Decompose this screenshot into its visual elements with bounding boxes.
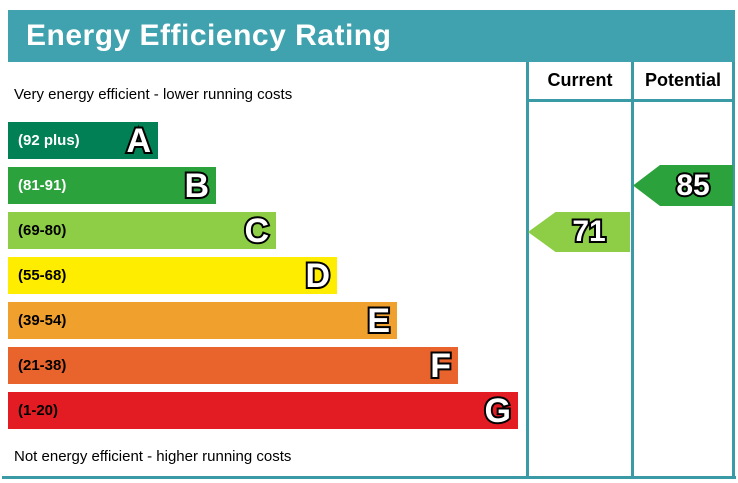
band-b: (81-91) B xyxy=(8,166,216,205)
header-separator-line xyxy=(526,99,735,102)
band-g-letter: G xyxy=(483,391,514,430)
band-e-letter: E xyxy=(365,301,392,340)
band-b-range: (81-91) xyxy=(18,177,67,194)
column-divider-right xyxy=(732,62,735,478)
band-f: (21-38) F xyxy=(8,346,458,385)
band-d: (55-68) D xyxy=(8,256,337,295)
band-g-range: (1-20) xyxy=(18,402,59,419)
potential-column-header: Potential xyxy=(644,70,721,90)
rating-bands: (92 plus) A (81-91) B (69-80) C (55-68) … xyxy=(8,122,518,437)
band-a-letter: A xyxy=(124,121,152,160)
bottom-border-line xyxy=(2,476,736,479)
column-divider-left xyxy=(526,62,529,478)
top-note: Very energy efficient - lower running co… xyxy=(14,86,293,103)
bottom-note: Not energy efficient - higher running co… xyxy=(14,448,292,465)
band-f-range: (21-38) xyxy=(18,357,67,374)
band-d-range: (55-68) xyxy=(18,267,67,284)
band-c-letter: C xyxy=(242,211,270,250)
band-c: (69-80) C xyxy=(8,211,276,250)
current-column-header: Current xyxy=(547,70,613,90)
band-e: (39-54) E xyxy=(8,301,397,340)
current-rating-arrow: 71 xyxy=(528,212,630,252)
current-rating-value: 71 xyxy=(570,215,607,249)
potential-rating-value: 85 xyxy=(674,168,711,202)
band-a-range: (92 plus) xyxy=(18,132,80,149)
band-e-range: (39-54) xyxy=(18,312,67,329)
band-f-letter: F xyxy=(428,346,453,385)
page-title: Energy Efficiency Rating xyxy=(26,19,392,52)
band-c-range: (69-80) xyxy=(18,222,67,239)
column-divider-middle xyxy=(631,62,634,478)
title-bar: Energy Efficiency Rating xyxy=(8,10,735,62)
band-g: (1-20) G xyxy=(8,391,518,430)
potential-rating-arrow: 85 xyxy=(633,165,733,206)
band-d-letter: D xyxy=(303,256,331,295)
band-a: (92 plus) A xyxy=(8,121,158,160)
band-b-letter: B xyxy=(182,166,210,205)
